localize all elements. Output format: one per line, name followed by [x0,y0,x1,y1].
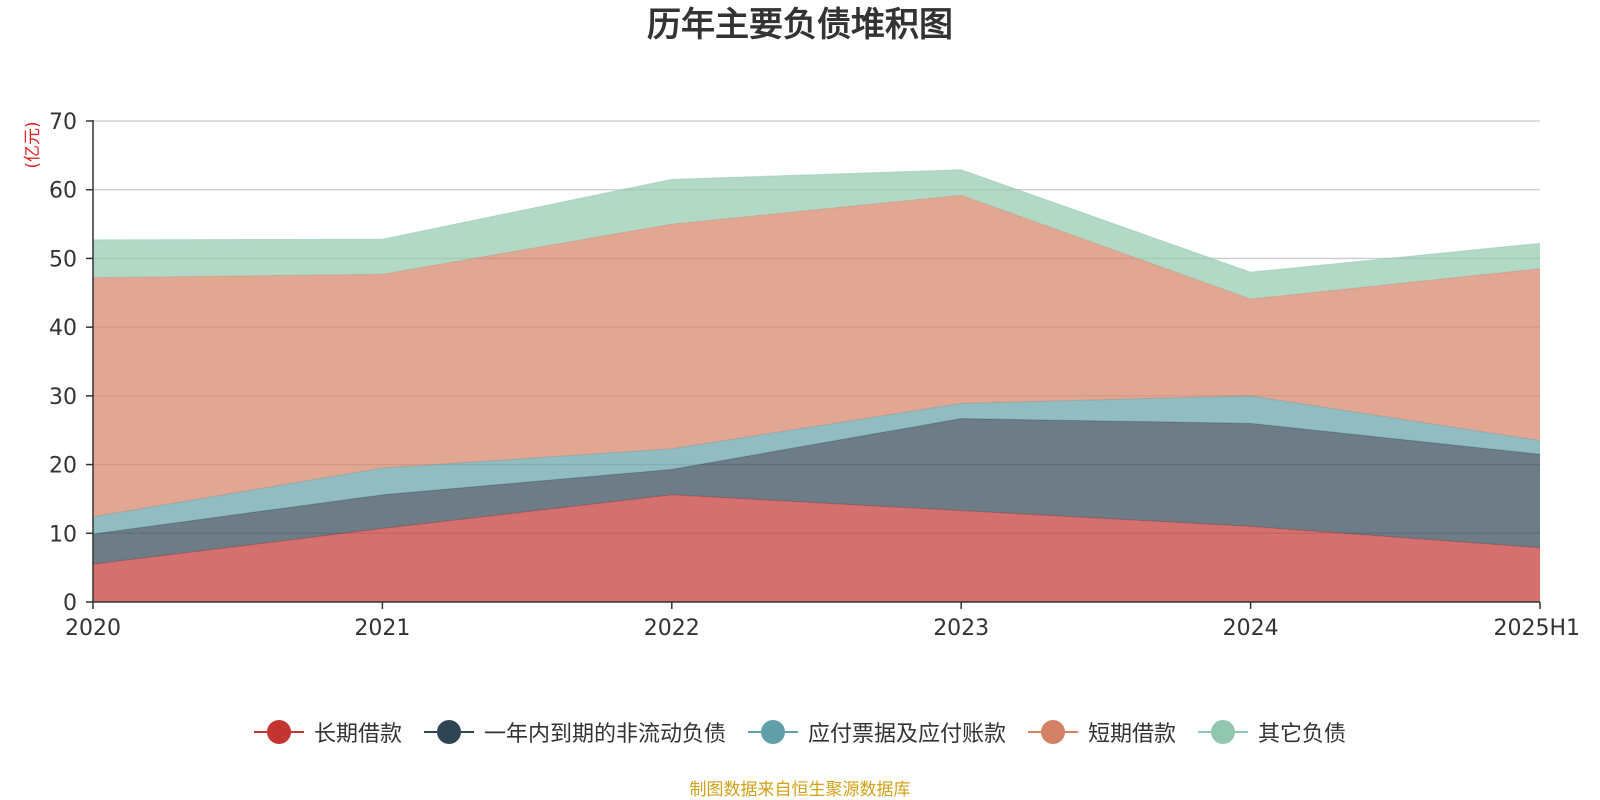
x-tick-label-3: 2023 [933,616,989,641]
legend-label: 应付票据及应付账款 [807,722,1006,747]
area-series-4[interactable] [93,169,1540,299]
x-tick-label-5: 2025H1 [1493,616,1580,641]
legend-item-4[interactable]: 其它负债 [1198,716,1346,748]
chart-title: 历年主要负债堆积图 [647,5,953,45]
legend-item-1[interactable]: 一年内到期的非流动负债 [423,716,726,748]
legend-marker-icon [1028,719,1078,745]
source-note: 制图数据来自恒生聚源数据库 [689,780,911,800]
legend-item-3[interactable]: 短期借款 [1028,716,1176,748]
y-tick-label-30: 30 [49,385,77,410]
legend-label: 一年内到期的非流动负债 [483,722,726,747]
x-tick-label-1: 2021 [354,616,410,641]
legend-marker-icon [1198,719,1249,745]
area-series-0[interactable] [93,494,1540,602]
y-tick-label-20: 20 [49,454,77,479]
area-series-1[interactable] [93,418,1540,565]
legend-label: 其它负债 [1258,722,1347,747]
legend-item-0[interactable]: 长期借款 [253,716,402,748]
legend-label: 短期借款 [1088,722,1177,747]
legend-item-2[interactable]: 应付票据及应付账款 [747,716,1006,748]
y-tick-label-10: 10 [49,522,77,547]
legend-label: 长期借款 [313,722,402,747]
legend-marker-icon [423,719,474,745]
x-tick-label-4: 2024 [1223,616,1279,641]
legend-marker-icon [747,719,798,745]
y-tick-label-70: 70 [49,110,77,135]
legend: 长期借款 一年内到期的非流动负债 应付票据及应付账款 短期借款 其它负债 [0,716,1600,748]
x-tick-label-2: 2022 [644,616,700,641]
y-tick-label-0: 0 [63,591,77,616]
y-axis-unit-label: (亿元) [23,121,43,168]
axis-layer: 0 10 20 30 40 50 60 70 2020 2021 2022 2023 2024 2025H… [49,110,1580,641]
area-series-3[interactable] [93,195,1540,517]
legend-marker-icon [253,719,304,745]
area-layer [92,169,1541,602]
x-tick-label-0: 2020 [65,616,121,641]
y-tick-label-40: 40 [49,316,77,341]
y-tick-label-60: 60 [49,179,77,204]
area-edge-4 [92,169,1541,273]
y-tick-label-50: 50 [49,247,77,272]
